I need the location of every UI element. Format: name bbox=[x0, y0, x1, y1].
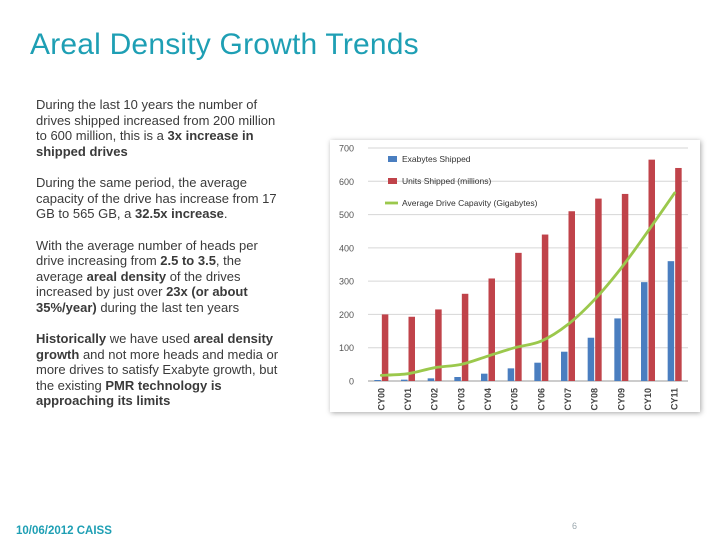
y-tick-label: 0 bbox=[349, 377, 354, 387]
bold-text: 2.5 to 3.5 bbox=[160, 253, 216, 268]
bar-exabytes-cy06 bbox=[534, 362, 541, 381]
slide-title: Areal Density Growth Trends bbox=[30, 28, 419, 61]
bar-exabytes-cy02 bbox=[427, 378, 435, 381]
x-tick-label: CY09 bbox=[616, 388, 626, 411]
bar-exabytes-cy08 bbox=[587, 337, 595, 381]
x-tick-label: CY00 bbox=[376, 388, 386, 411]
x-tick-label: CY06 bbox=[536, 388, 546, 411]
bar-exabytes-cy05 bbox=[507, 368, 515, 381]
bold-text: 32.5x increase bbox=[135, 206, 224, 221]
bar-exabytes-cy03 bbox=[454, 377, 461, 381]
text-run: we have used bbox=[106, 331, 194, 346]
bar-exabytes-cy10 bbox=[641, 282, 648, 381]
bold-text: areal density bbox=[86, 268, 167, 284]
bar-exabytes-cy00 bbox=[374, 380, 381, 381]
y-tick-label: 600 bbox=[339, 177, 354, 187]
paragraph-4: Historically we have used areal density … bbox=[36, 331, 286, 409]
x-tick-label: CY11 bbox=[670, 388, 680, 410]
bold-text: 23x (or about 35%/year) bbox=[36, 284, 248, 315]
page-number: 6 bbox=[572, 521, 578, 531]
bar-exabytes-cy01 bbox=[401, 379, 408, 381]
bar-units-cy01 bbox=[408, 316, 415, 381]
y-tick-label: 700 bbox=[339, 144, 354, 154]
bar-exabytes-cy09 bbox=[614, 318, 621, 381]
x-tick-label: CY01 bbox=[403, 388, 413, 411]
bar-units-cy10 bbox=[648, 159, 655, 381]
bar-units-cy00 bbox=[381, 314, 389, 381]
y-tick-label: 200 bbox=[339, 310, 354, 320]
bar-units-cy02 bbox=[435, 309, 442, 381]
bar-exabytes-cy11 bbox=[667, 261, 675, 381]
y-tick-label: 500 bbox=[339, 210, 354, 220]
chart: 0 100 200 300 400 500 600 700 CY00 CY01 CY02 CY03 CY… bbox=[339, 144, 688, 411]
line-average-capacity bbox=[379, 191, 677, 377]
bar-units-cy11 bbox=[675, 167, 682, 381]
legend-label-exabytes: Exabytes Shipped bbox=[402, 154, 471, 164]
chart-frame: 0 100 200 300 400 500 600 700 CY00 CY01 CY02 CY03 CY… bbox=[330, 140, 700, 412]
text-run: of the drives increased by just over bbox=[36, 268, 241, 300]
x-tick-label: CY08 bbox=[590, 388, 600, 411]
x-tick-label: CY05 bbox=[510, 388, 520, 411]
bar-units-cy06 bbox=[541, 234, 549, 381]
paragraph-1: During the last 10 years the number of d… bbox=[36, 97, 286, 159]
text-run: during the last ten years bbox=[96, 299, 240, 315]
x-tick-label: CY04 bbox=[483, 388, 493, 411]
bold-text: 3x increase in shipped drives bbox=[36, 128, 254, 159]
bold-text: Historically bbox=[36, 331, 107, 346]
bar-units-cy05 bbox=[515, 252, 522, 381]
y-tick-label: 400 bbox=[339, 243, 354, 253]
bar-units-cy08 bbox=[595, 198, 602, 381]
body-text: During the last 10 years the number of d… bbox=[36, 97, 286, 425]
text-run: During the same period, the average capa… bbox=[36, 175, 277, 221]
bar-units-cy09 bbox=[621, 193, 629, 381]
paragraph-2: During the same period, the average capa… bbox=[36, 175, 286, 222]
legend-label-units: Units Shipped (millions) bbox=[402, 176, 491, 186]
footer-text: 10/06/2012 CAISS bbox=[16, 525, 112, 537]
y-tick-label: 300 bbox=[339, 277, 354, 287]
x-tick-label: CY03 bbox=[456, 388, 466, 411]
y-tick-label: 100 bbox=[339, 343, 354, 353]
paragraph-3: With the average number of heads per dri… bbox=[36, 238, 286, 316]
bold-text: areal density growth bbox=[36, 331, 274, 362]
text-run: With the average number of heads per dri… bbox=[36, 237, 258, 269]
x-tick-label: CY10 bbox=[643, 388, 653, 411]
bold-text: PMR technology is approaching its limits bbox=[36, 377, 222, 409]
bar-exabytes-cy07 bbox=[561, 351, 568, 381]
bar-units-cy03 bbox=[461, 293, 469, 381]
legend-swatch-units bbox=[388, 178, 397, 184]
legend-label-average-capacity: Average Drive Capavity (Gigabytes) bbox=[402, 198, 538, 208]
x-tick-label: CY02 bbox=[430, 388, 440, 411]
text-run: During the last 10 years the number of d… bbox=[36, 97, 276, 143]
text-run: and not more heads and media or more dri… bbox=[36, 346, 279, 393]
text-run: . bbox=[223, 206, 228, 221]
bar-units-cy04 bbox=[488, 278, 495, 381]
legend-swatch-exabytes bbox=[388, 156, 397, 162]
bar-units-cy07 bbox=[568, 211, 575, 381]
bar-exabytes-cy04 bbox=[481, 373, 488, 381]
x-tick-label: CY07 bbox=[563, 388, 573, 411]
text-run: , the average bbox=[36, 253, 242, 284]
